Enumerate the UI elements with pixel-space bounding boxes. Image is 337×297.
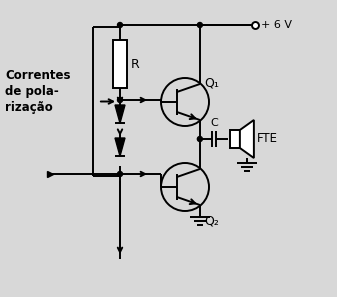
Text: + 6 V: + 6 V: [261, 20, 292, 30]
Text: C: C: [210, 118, 218, 128]
Circle shape: [197, 23, 203, 28]
Polygon shape: [115, 105, 125, 123]
Text: Q₂: Q₂: [204, 214, 219, 228]
Text: R: R: [131, 58, 140, 70]
Circle shape: [118, 97, 123, 102]
Circle shape: [118, 171, 123, 176]
Circle shape: [118, 23, 123, 28]
Text: FTE: FTE: [257, 132, 278, 146]
Text: Correntes
de pola-
rização: Correntes de pola- rização: [5, 69, 70, 114]
Text: Q₁: Q₁: [204, 76, 219, 89]
Circle shape: [197, 137, 203, 141]
Bar: [230, 130, 240, 148]
Bar: [113, 40, 127, 88]
Polygon shape: [240, 120, 254, 158]
Polygon shape: [115, 138, 125, 156]
